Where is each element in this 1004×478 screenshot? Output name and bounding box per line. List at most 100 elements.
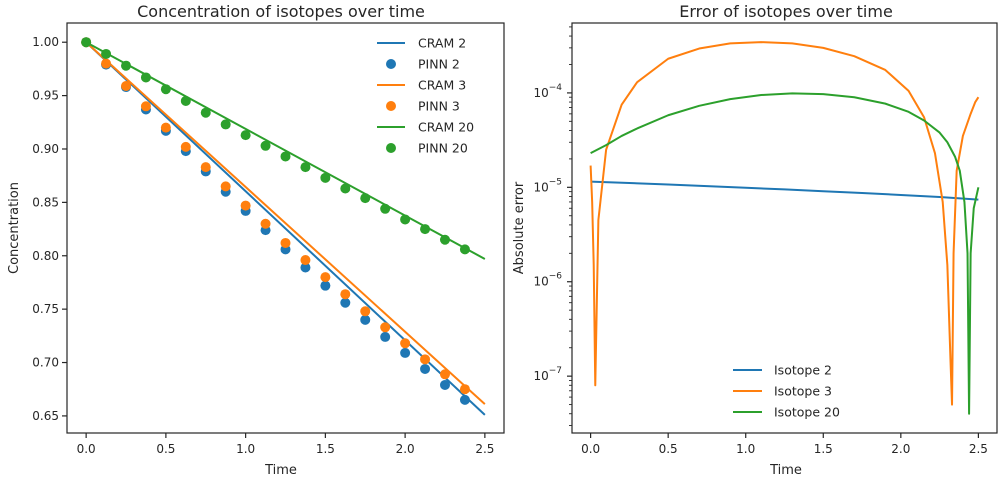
- data-point-pinn-20: [280, 151, 291, 162]
- data-point-pinn-3: [200, 162, 211, 173]
- x-tick-label: 0.0: [581, 442, 600, 456]
- y-tick-base: 10: [533, 180, 548, 194]
- data-point-pinn-3: [439, 369, 450, 380]
- x-tick-label: 2.5: [969, 442, 988, 456]
- data-point-pinn-3: [380, 322, 391, 333]
- concentration-y-ticks: 0.65 0.70 0.75 0.80 0.85 0.90 0.95 1.00: [32, 35, 67, 423]
- legend-label-pinn-3: PINN 3: [418, 99, 460, 114]
- data-point-pinn-3: [121, 80, 132, 91]
- series-line-cram-2: [85, 41, 486, 416]
- data-point-pinn-20: [459, 244, 470, 255]
- y-tick-label: 10−4: [533, 83, 562, 100]
- data-point-pinn-2: [439, 379, 450, 390]
- legend-label-cram-3: CRAM 3: [418, 78, 466, 93]
- error-x-ticks: 0.0 0.5 1.0 1.5 2.0 2.5: [581, 433, 988, 456]
- y-tick-exponent: −4: [549, 83, 563, 93]
- data-point-pinn-3: [459, 384, 470, 395]
- data-point-pinn-20: [400, 214, 411, 225]
- data-point-pinn-20: [439, 234, 450, 245]
- concentration-x-label: Time: [264, 463, 297, 478]
- x-tick-label: 2.5: [475, 442, 494, 456]
- concentration-chart: Concentration of isotopes over time 0.0 0…: [7, 2, 505, 478]
- legend-label-isotope-20: Isotope 20: [774, 405, 840, 420]
- data-point-pinn-20: [420, 224, 431, 235]
- y-tick-exponent: −6: [549, 272, 563, 282]
- series-line-cram-3: [85, 41, 486, 405]
- y-tick-label: 0.95: [32, 89, 59, 103]
- data-point-pinn-3: [320, 272, 331, 283]
- data-point-pinn-2: [380, 331, 391, 342]
- y-tick-exponent: −7: [549, 366, 562, 376]
- data-point-pinn-20: [340, 183, 351, 194]
- data-point-pinn-2: [459, 394, 470, 405]
- y-tick-label: 10−7: [533, 366, 562, 383]
- y-tick-label: 0.75: [32, 302, 59, 316]
- data-point-pinn-20: [220, 119, 231, 130]
- concentration-x-ticks: 0.0 0.5 1.0 1.5 2.0 2.5: [77, 433, 494, 456]
- series-line-isotope-2: [590, 180, 979, 201]
- concentration-plot-area: [81, 37, 486, 416]
- error-plot-area: [589, 41, 980, 415]
- data-point-pinn-3: [220, 181, 231, 192]
- y-tick-exponent: −5: [549, 177, 562, 187]
- legend-swatch-pinn-20: [386, 143, 396, 153]
- y-tick-label: 0.65: [32, 409, 59, 423]
- y-tick-label: 0.90: [32, 142, 59, 156]
- x-tick-label: 1.0: [736, 442, 755, 456]
- error-y-label: Absolute error: [512, 181, 527, 274]
- concentration-legend: CRAM 2 PINN 2 CRAM 3 PINN 3 CRAM 20 PINN 20: [377, 36, 474, 156]
- data-point-pinn-20: [200, 107, 211, 118]
- legend-label-pinn-20: PINN 20: [418, 141, 468, 156]
- legend-label-isotope-2: Isotope 2: [774, 363, 832, 378]
- data-point-pinn-2: [360, 314, 371, 325]
- data-point-pinn-3: [101, 58, 112, 69]
- data-point-pinn-2: [420, 363, 431, 374]
- series-line-isotope-3: [589, 41, 980, 406]
- data-point-pinn-20: [180, 95, 191, 106]
- y-tick-label: 1.00: [32, 35, 59, 49]
- chart-title-concentration: Concentration of isotopes over time: [137, 2, 425, 21]
- data-point-pinn-20: [300, 162, 311, 173]
- x-tick-label: 0.0: [77, 442, 96, 456]
- series-line-cram-20: [85, 41, 486, 260]
- data-point-pinn-20: [121, 60, 132, 71]
- y-tick-label: 10−5: [533, 177, 562, 194]
- error-legend: Isotope 2 Isotope 3 Isotope 20: [733, 363, 840, 420]
- data-point-pinn-20: [260, 140, 271, 151]
- data-point-pinn-20: [320, 172, 331, 183]
- legend-label-isotope-3: Isotope 3: [774, 384, 832, 399]
- data-point-pinn-20: [101, 48, 112, 59]
- data-point-pinn-2: [400, 347, 411, 358]
- error-axes-frame: [571, 22, 998, 434]
- data-point-pinn-3: [340, 289, 351, 300]
- x-tick-label: 2.0: [891, 442, 910, 456]
- legend-swatch-pinn-2: [386, 59, 396, 69]
- data-point-pinn-20: [140, 72, 151, 83]
- y-tick-label: 0.85: [32, 195, 59, 209]
- x-tick-label: 1.5: [814, 442, 833, 456]
- data-point-pinn-2: [300, 262, 311, 273]
- legend-label-cram-2: CRAM 2: [418, 36, 466, 51]
- y-tick-base: 10: [533, 275, 548, 289]
- data-point-pinn-3: [140, 101, 151, 112]
- data-point-pinn-20: [380, 203, 391, 214]
- data-point-pinn-2: [340, 297, 351, 308]
- y-tick-label: 0.80: [32, 249, 59, 263]
- series-line-isotope-20: [590, 92, 980, 415]
- y-tick-label: 0.70: [32, 356, 59, 370]
- error-y-ticks: 10−710−610−510−4: [533, 26, 572, 426]
- x-tick-label: 1.0: [236, 442, 255, 456]
- y-tick-label: 10−6: [533, 272, 562, 289]
- data-point-pinn-3: [360, 306, 371, 317]
- y-tick-base: 10: [533, 86, 548, 100]
- data-point-pinn-3: [420, 354, 431, 365]
- data-point-pinn-20: [360, 193, 371, 204]
- data-point-pinn-20: [81, 37, 92, 48]
- data-point-pinn-3: [400, 338, 411, 349]
- concentration-y-label: Concentration: [7, 182, 22, 274]
- data-point-pinn-3: [160, 122, 171, 133]
- x-tick-label: 0.5: [156, 442, 175, 456]
- data-point-pinn-3: [240, 200, 251, 211]
- data-point-pinn-3: [260, 218, 271, 229]
